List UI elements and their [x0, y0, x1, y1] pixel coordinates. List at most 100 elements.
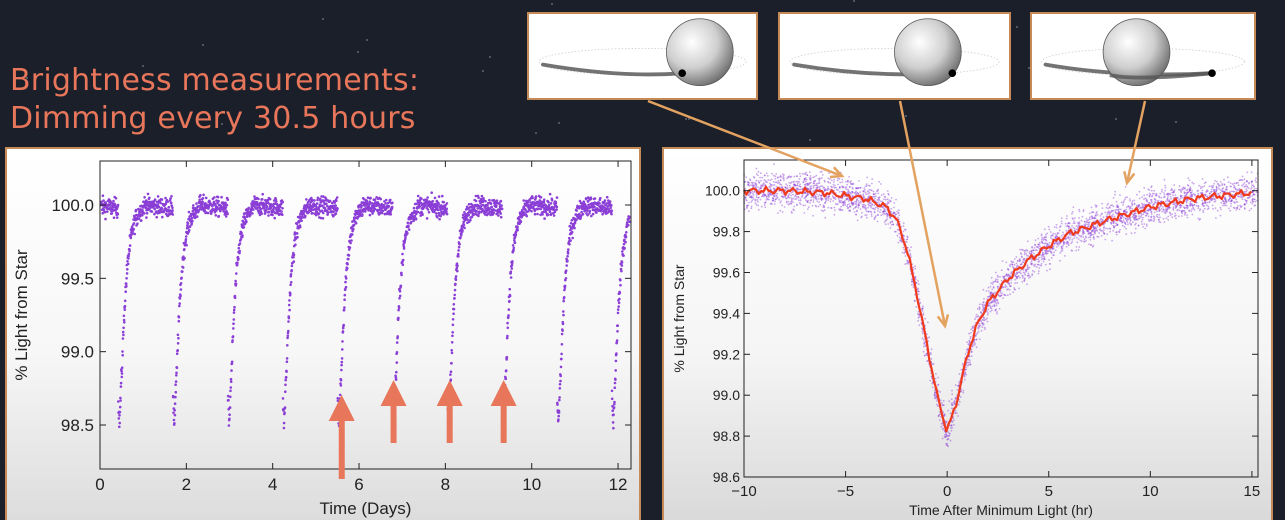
data-point — [344, 280, 347, 284]
data-point — [1250, 188, 1252, 190]
data-point — [945, 420, 948, 423]
orbit-diagram-1 — [538, 18, 747, 86]
data-point — [497, 214, 500, 217]
data-point — [112, 216, 116, 219]
data-point — [1189, 204, 1192, 207]
data-point — [481, 203, 485, 207]
data-point — [877, 213, 879, 216]
data-point — [1186, 191, 1189, 194]
transit-arrow-head — [436, 380, 463, 406]
data-point — [1090, 232, 1092, 235]
data-point — [834, 198, 837, 201]
data-point — [821, 197, 823, 200]
data-point — [820, 209, 823, 212]
data-point — [838, 187, 841, 189]
data-point — [764, 194, 767, 196]
data-point — [846, 180, 849, 182]
data-point — [177, 336, 180, 340]
data-point — [1179, 206, 1182, 209]
data-point — [1256, 187, 1258, 190]
data-point — [831, 195, 834, 198]
x-tick-label: 6 — [354, 475, 363, 494]
data-point — [818, 186, 821, 188]
data-point — [226, 212, 229, 216]
data-point — [844, 186, 847, 189]
data-point — [1148, 194, 1151, 197]
data-point — [1171, 191, 1174, 194]
data-point — [452, 307, 456, 311]
star-dot — [322, 18, 324, 20]
data-point — [265, 205, 269, 209]
data-point — [232, 322, 235, 325]
data-point — [1181, 210, 1183, 213]
data-point — [947, 431, 949, 433]
data-point — [517, 215, 521, 219]
data-point — [187, 210, 191, 214]
data-point — [335, 199, 338, 203]
data-point — [1005, 285, 1008, 288]
data-point — [589, 197, 593, 201]
star-sphere — [894, 18, 962, 86]
data-point — [768, 185, 771, 188]
data-point — [368, 213, 372, 217]
data-point — [1073, 222, 1076, 224]
data-point — [842, 204, 844, 207]
data-point — [858, 180, 860, 182]
data-point — [1224, 196, 1226, 199]
data-point — [827, 197, 830, 200]
data-point — [1027, 268, 1029, 271]
data-point — [303, 204, 307, 207]
data-point — [1073, 228, 1076, 230]
data-point — [173, 402, 177, 405]
data-point — [857, 206, 860, 209]
data-point — [1010, 260, 1013, 263]
data-point — [284, 390, 287, 393]
data-point — [1198, 209, 1201, 212]
data-point — [1214, 198, 1216, 201]
data-point — [159, 201, 162, 205]
data-point — [877, 188, 879, 191]
data-point — [970, 351, 973, 354]
data-point — [1184, 191, 1187, 194]
data-point — [866, 176, 869, 179]
data-point — [1043, 249, 1046, 252]
data-point — [1078, 208, 1080, 211]
data-point — [172, 418, 176, 422]
transit-arrow-shaft — [390, 402, 397, 443]
data-point — [814, 195, 817, 198]
data-point — [125, 284, 128, 288]
data-point — [892, 223, 895, 226]
data-point — [1112, 229, 1115, 232]
data-point — [430, 191, 434, 194]
data-point — [1057, 244, 1060, 247]
data-point — [1131, 202, 1133, 205]
data-point — [453, 293, 457, 297]
data-point — [956, 389, 959, 391]
data-point — [558, 387, 562, 390]
data-point — [1167, 196, 1169, 198]
data-point — [1115, 205, 1118, 208]
data-point — [114, 197, 118, 200]
data-point — [243, 217, 247, 220]
data-point — [1008, 282, 1011, 285]
data-point — [1107, 210, 1110, 213]
data-point — [1134, 212, 1137, 215]
data-point — [818, 201, 820, 203]
data-point — [121, 337, 125, 340]
data-point — [960, 368, 963, 371]
data-point — [238, 249, 241, 253]
data-point — [1158, 213, 1161, 216]
data-point — [824, 188, 827, 191]
data-point — [306, 201, 310, 204]
data-point — [1145, 214, 1148, 217]
data-point — [760, 187, 762, 190]
data-point — [827, 177, 830, 180]
data-point — [1235, 182, 1238, 185]
data-point — [798, 185, 800, 187]
data-point — [1215, 188, 1218, 191]
data-point — [1122, 211, 1125, 213]
data-point — [839, 209, 841, 212]
data-point — [1086, 229, 1088, 232]
data-point — [1006, 294, 1009, 297]
data-point — [620, 261, 624, 264]
